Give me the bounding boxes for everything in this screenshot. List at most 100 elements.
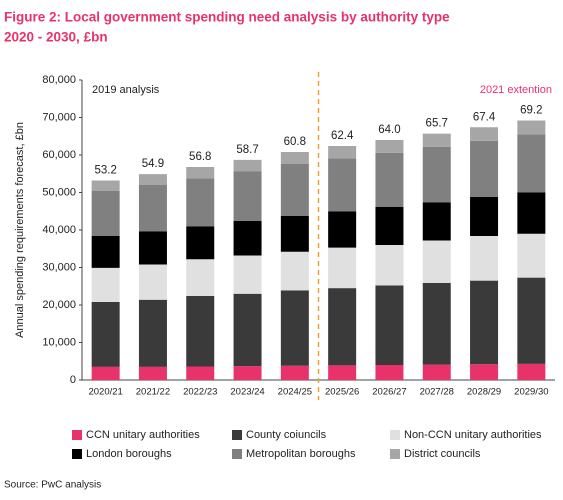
- legend-label: District councils: [404, 448, 481, 460]
- legend-label: CCN unitary authorities: [86, 429, 200, 441]
- x-tick-label: 2025/26: [325, 387, 359, 398]
- legend-swatch: [390, 449, 400, 459]
- bar-segment: [328, 146, 357, 159]
- legend-label: London boroughs: [86, 448, 172, 460]
- x-tick-label: 2021/22: [136, 387, 170, 398]
- bar-segment: [91, 267, 120, 302]
- total-label: 62.4: [331, 130, 354, 142]
- bar-segment: [328, 365, 357, 380]
- bar-segment: [470, 197, 499, 236]
- legend-swatch: [232, 430, 242, 440]
- bar-segment: [375, 152, 404, 207]
- bar-segment: [233, 255, 262, 294]
- bar-segment: [517, 233, 546, 278]
- bar-segment: [138, 366, 167, 380]
- bar-segment: [91, 180, 120, 191]
- bar-segment: [91, 236, 120, 268]
- bar-segment: [280, 365, 309, 380]
- y-tick-label: 80,000: [42, 74, 76, 86]
- x-tick-label: 2024/25: [278, 387, 312, 398]
- bar-segment: [328, 247, 357, 289]
- bar-segment: [517, 363, 546, 380]
- y-tick-label: 30,000: [42, 261, 76, 273]
- chart-title: Figure 2: Local government spending need…: [4, 10, 450, 25]
- bar-segment: [375, 365, 404, 380]
- total-label: 67.4: [473, 111, 496, 123]
- bar-segment: [233, 159, 262, 172]
- bar-segment: [422, 202, 451, 241]
- bar-segment: [470, 236, 499, 281]
- x-tick-label: 2026/27: [372, 387, 406, 398]
- bar-segment: [186, 296, 215, 367]
- y-tick-label: 20,000: [42, 299, 76, 311]
- bar-segment: [233, 171, 262, 221]
- bar-segment: [470, 127, 499, 141]
- total-label: 69.2: [520, 105, 542, 117]
- bar-segment: [138, 299, 167, 367]
- bar-segment: [470, 140, 499, 197]
- chart-subtitle: 2020 - 2030, £bn: [4, 30, 108, 45]
- bar-segment: [375, 140, 404, 153]
- bar-segment: [375, 245, 404, 286]
- bar-segment: [375, 206, 404, 245]
- x-tick-label: 2027/28: [420, 387, 454, 398]
- annotation: 2019 analysis: [92, 84, 160, 96]
- y-tick-label: 40,000: [42, 224, 76, 236]
- y-tick-label: 50,000: [42, 186, 76, 198]
- bar-segment: [422, 146, 451, 203]
- legend-swatch: [232, 449, 242, 459]
- x-tick-label: 2020/21: [88, 387, 122, 398]
- legend-label: Non-CCN unitary authorities: [404, 429, 542, 441]
- legend-swatch: [72, 430, 82, 440]
- total-label: 53.2: [94, 165, 116, 177]
- bar-segment: [280, 164, 309, 216]
- bar-segment: [186, 167, 215, 179]
- bar-segment: [375, 285, 404, 365]
- y-tick-label: 60,000: [42, 149, 76, 161]
- bar-segment: [91, 191, 120, 236]
- bar-segment: [328, 288, 357, 366]
- bar-segment: [186, 226, 215, 260]
- bar-segment: [138, 231, 167, 265]
- x-tick-label: 2028/29: [467, 387, 501, 398]
- total-label: 56.8: [189, 151, 211, 163]
- bar-segment: [233, 221, 262, 256]
- legend-swatch: [390, 430, 400, 440]
- bar-segment: [138, 185, 167, 232]
- bar-segment: [91, 366, 120, 380]
- bar-segment: [91, 302, 120, 367]
- bar-segment: [422, 282, 451, 365]
- bar-segment: [233, 366, 262, 380]
- y-axis-label: Annual spending requirements forecast, £…: [14, 122, 26, 338]
- annotation: 2021 extention: [480, 84, 552, 96]
- legend-swatch: [72, 449, 82, 459]
- bar-segment: [517, 277, 546, 364]
- bar-segment: [517, 134, 546, 193]
- bar-segment: [186, 259, 215, 296]
- legend-label: Metropolitan boroughs: [246, 448, 356, 460]
- x-tick-label: 2022/23: [183, 387, 217, 398]
- source: Source: PwC analysis: [4, 480, 101, 491]
- bar-segment: [186, 178, 215, 227]
- bar-segment: [470, 364, 499, 380]
- bar-segment: [422, 133, 451, 147]
- bar-segment: [280, 152, 309, 164]
- bar-segment: [328, 211, 357, 248]
- bar-segment: [422, 240, 451, 283]
- bar-segment: [517, 192, 546, 234]
- bar-segment: [280, 251, 309, 291]
- x-tick-label: 2029/30: [514, 387, 548, 398]
- legend-label: County coiuncils: [246, 429, 327, 441]
- bar-segment: [280, 290, 309, 366]
- bar-segment: [517, 120, 546, 135]
- y-tick-label: 70,000: [42, 111, 76, 123]
- bar-segment: [328, 158, 357, 212]
- total-label: 54.9: [142, 158, 164, 170]
- bar-segment: [233, 293, 262, 367]
- total-label: 64.0: [378, 124, 400, 136]
- bar-segment: [422, 364, 451, 380]
- total-label: 58.7: [236, 144, 258, 156]
- x-tick-label: 2023/24: [230, 387, 264, 398]
- y-tick-label: 10,000: [42, 336, 76, 348]
